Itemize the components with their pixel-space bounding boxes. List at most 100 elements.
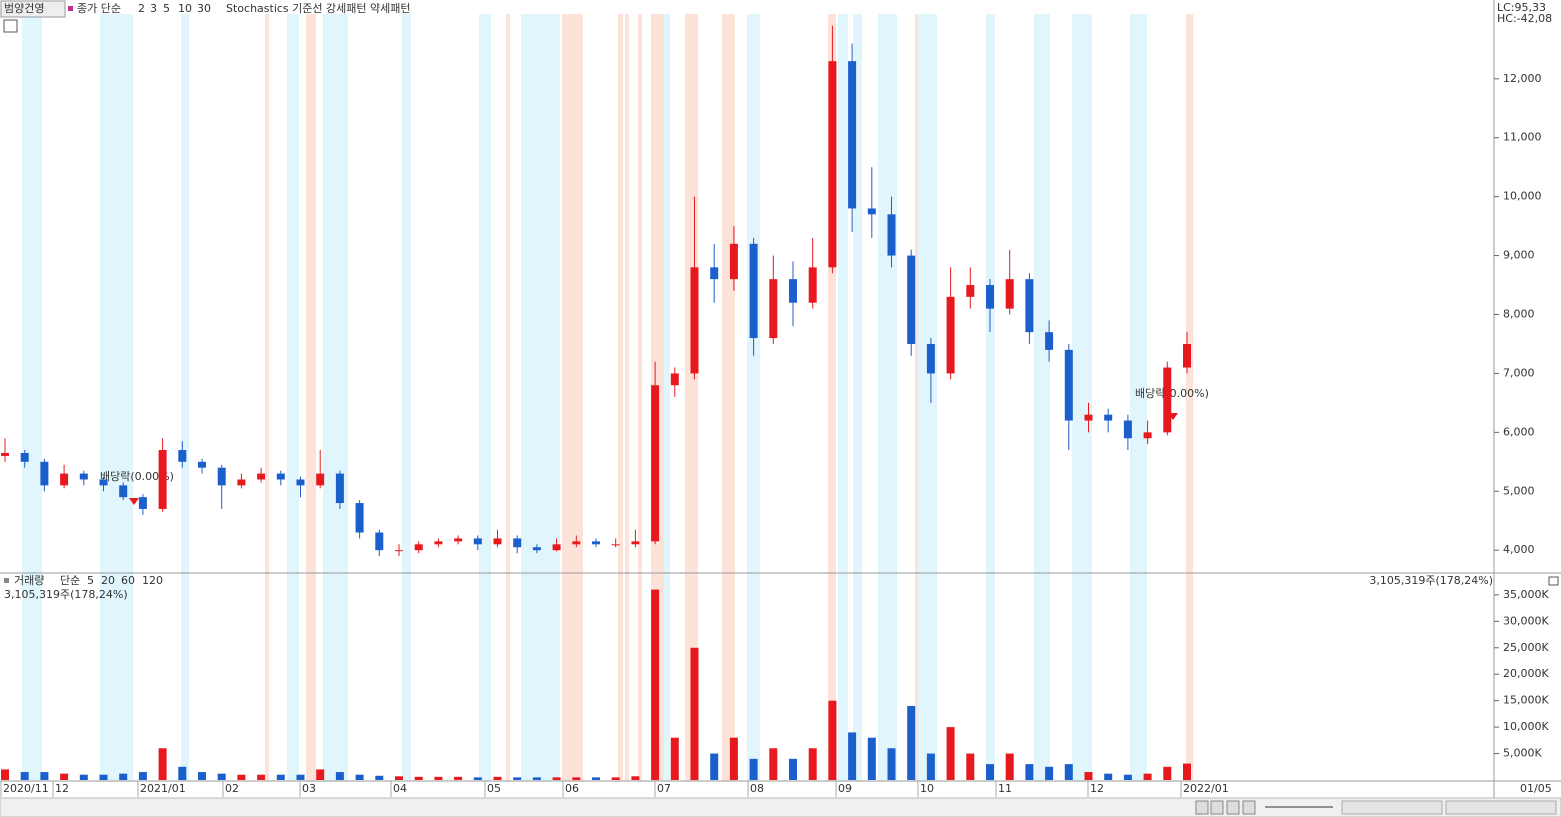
volume-bar [552, 777, 561, 780]
toolbar-buttons [1195, 800, 1557, 815]
candle-body [79, 473, 88, 480]
candle-body [60, 473, 69, 486]
x-tick-label: 2021/01 [140, 782, 186, 795]
table-icon[interactable] [3, 19, 18, 33]
volume-bar [138, 772, 147, 780]
candle-body [1143, 432, 1152, 439]
candle-body [217, 467, 226, 486]
volume-bar [1123, 774, 1132, 780]
candle-body [1025, 279, 1034, 333]
volume-bar [651, 589, 660, 780]
volume-bar [592, 777, 600, 780]
candle-body [316, 473, 325, 486]
candle-body [1084, 414, 1093, 421]
x-tick-label: 12 [1090, 782, 1104, 795]
right-date: 01/05 [1520, 782, 1552, 795]
volume-bar [158, 748, 167, 780]
x-tick-label: 10 [920, 782, 934, 795]
band-bull [1072, 14, 1092, 781]
volume-bar [454, 776, 463, 780]
y-tick-label: 35,000K [1503, 588, 1549, 601]
candle-body [375, 532, 384, 551]
volume-bar [99, 774, 108, 780]
button[interactable] [1210, 800, 1224, 815]
candle-body [473, 538, 482, 545]
candle-body [395, 550, 403, 552]
volume-indicator-label: 단순 [60, 574, 80, 587]
volume-bar [729, 737, 738, 780]
candle-body [729, 243, 738, 280]
volume-bar [316, 769, 325, 780]
volume-bar [434, 776, 443, 780]
button[interactable] [1226, 800, 1240, 815]
volume-bar [769, 748, 778, 780]
zoom-controls[interactable] [1445, 800, 1557, 815]
volume-readout: 3,105,319주(178,24%) [4, 588, 128, 601]
volume-bar [79, 774, 88, 780]
volume-bar [395, 776, 403, 780]
x-tick-label: 06 [565, 782, 579, 795]
candle-body [690, 267, 699, 374]
volume-bar [237, 774, 246, 780]
title-box[interactable] [0, 0, 66, 18]
candle-body [631, 541, 640, 545]
readout-hc: HC:-42,08 [1497, 12, 1552, 25]
ma-period: 120 [142, 574, 163, 587]
candle-body [198, 461, 206, 468]
candle-body [454, 538, 463, 542]
button[interactable] [1242, 800, 1256, 815]
x-tick-label: 2020/11 [3, 782, 49, 795]
x-tick-label: 12 [55, 782, 69, 795]
band-bull [1034, 14, 1050, 781]
volume-bar [690, 647, 699, 780]
band-bear [306, 14, 316, 781]
volume-bar [40, 772, 49, 780]
band-bull [878, 14, 897, 781]
candle-body [966, 285, 975, 297]
volume-bar [1, 769, 9, 780]
candle-body [532, 547, 541, 551]
volume-bar [375, 775, 384, 780]
candle-body [1, 452, 9, 456]
volume-bar [355, 774, 364, 780]
candle-body [769, 279, 778, 339]
band-bull [747, 14, 760, 781]
volume-bar [611, 777, 620, 780]
panel-close[interactable] [1548, 576, 1559, 586]
candle-body [828, 61, 837, 268]
x-tick-label: 2022/01 [1183, 782, 1229, 795]
volume-bar [1163, 766, 1172, 780]
candle-body [907, 255, 916, 344]
band-bull [986, 14, 995, 781]
x-tick-label: 08 [750, 782, 764, 795]
candle-body [178, 450, 187, 462]
x-tick-label: 03 [302, 782, 316, 795]
volume-bar [532, 777, 541, 780]
band-bull [918, 14, 937, 781]
candle-body [592, 541, 600, 545]
candle-body [138, 497, 147, 509]
tool-icons[interactable] [1341, 800, 1443, 815]
button[interactable] [1195, 800, 1209, 815]
y-tick-label: 5,000K [1503, 747, 1542, 760]
annotation: 배당락(0.00%) [1135, 387, 1209, 400]
volume-bar [946, 727, 955, 780]
x-tick-label: 09 [838, 782, 852, 795]
candle-body [1045, 332, 1054, 350]
candle-body [926, 343, 935, 374]
x-tick-label: 02 [225, 782, 239, 795]
ma-period: 3 [150, 2, 157, 15]
band-bear [722, 14, 735, 781]
volume-bar [1025, 764, 1034, 780]
x-tick-label: 05 [487, 782, 501, 795]
volume-bar [986, 764, 994, 780]
y-tick-label: 5,000 [1503, 484, 1535, 497]
candle-body [887, 214, 896, 256]
candle-body [946, 296, 955, 374]
volume-bar [257, 774, 266, 780]
annotation-arrow [129, 498, 139, 505]
y-tick-label: 9,000 [1503, 249, 1535, 262]
candle-body [1183, 343, 1191, 368]
band-bear [638, 14, 642, 781]
ma-period: 60 [121, 574, 135, 587]
